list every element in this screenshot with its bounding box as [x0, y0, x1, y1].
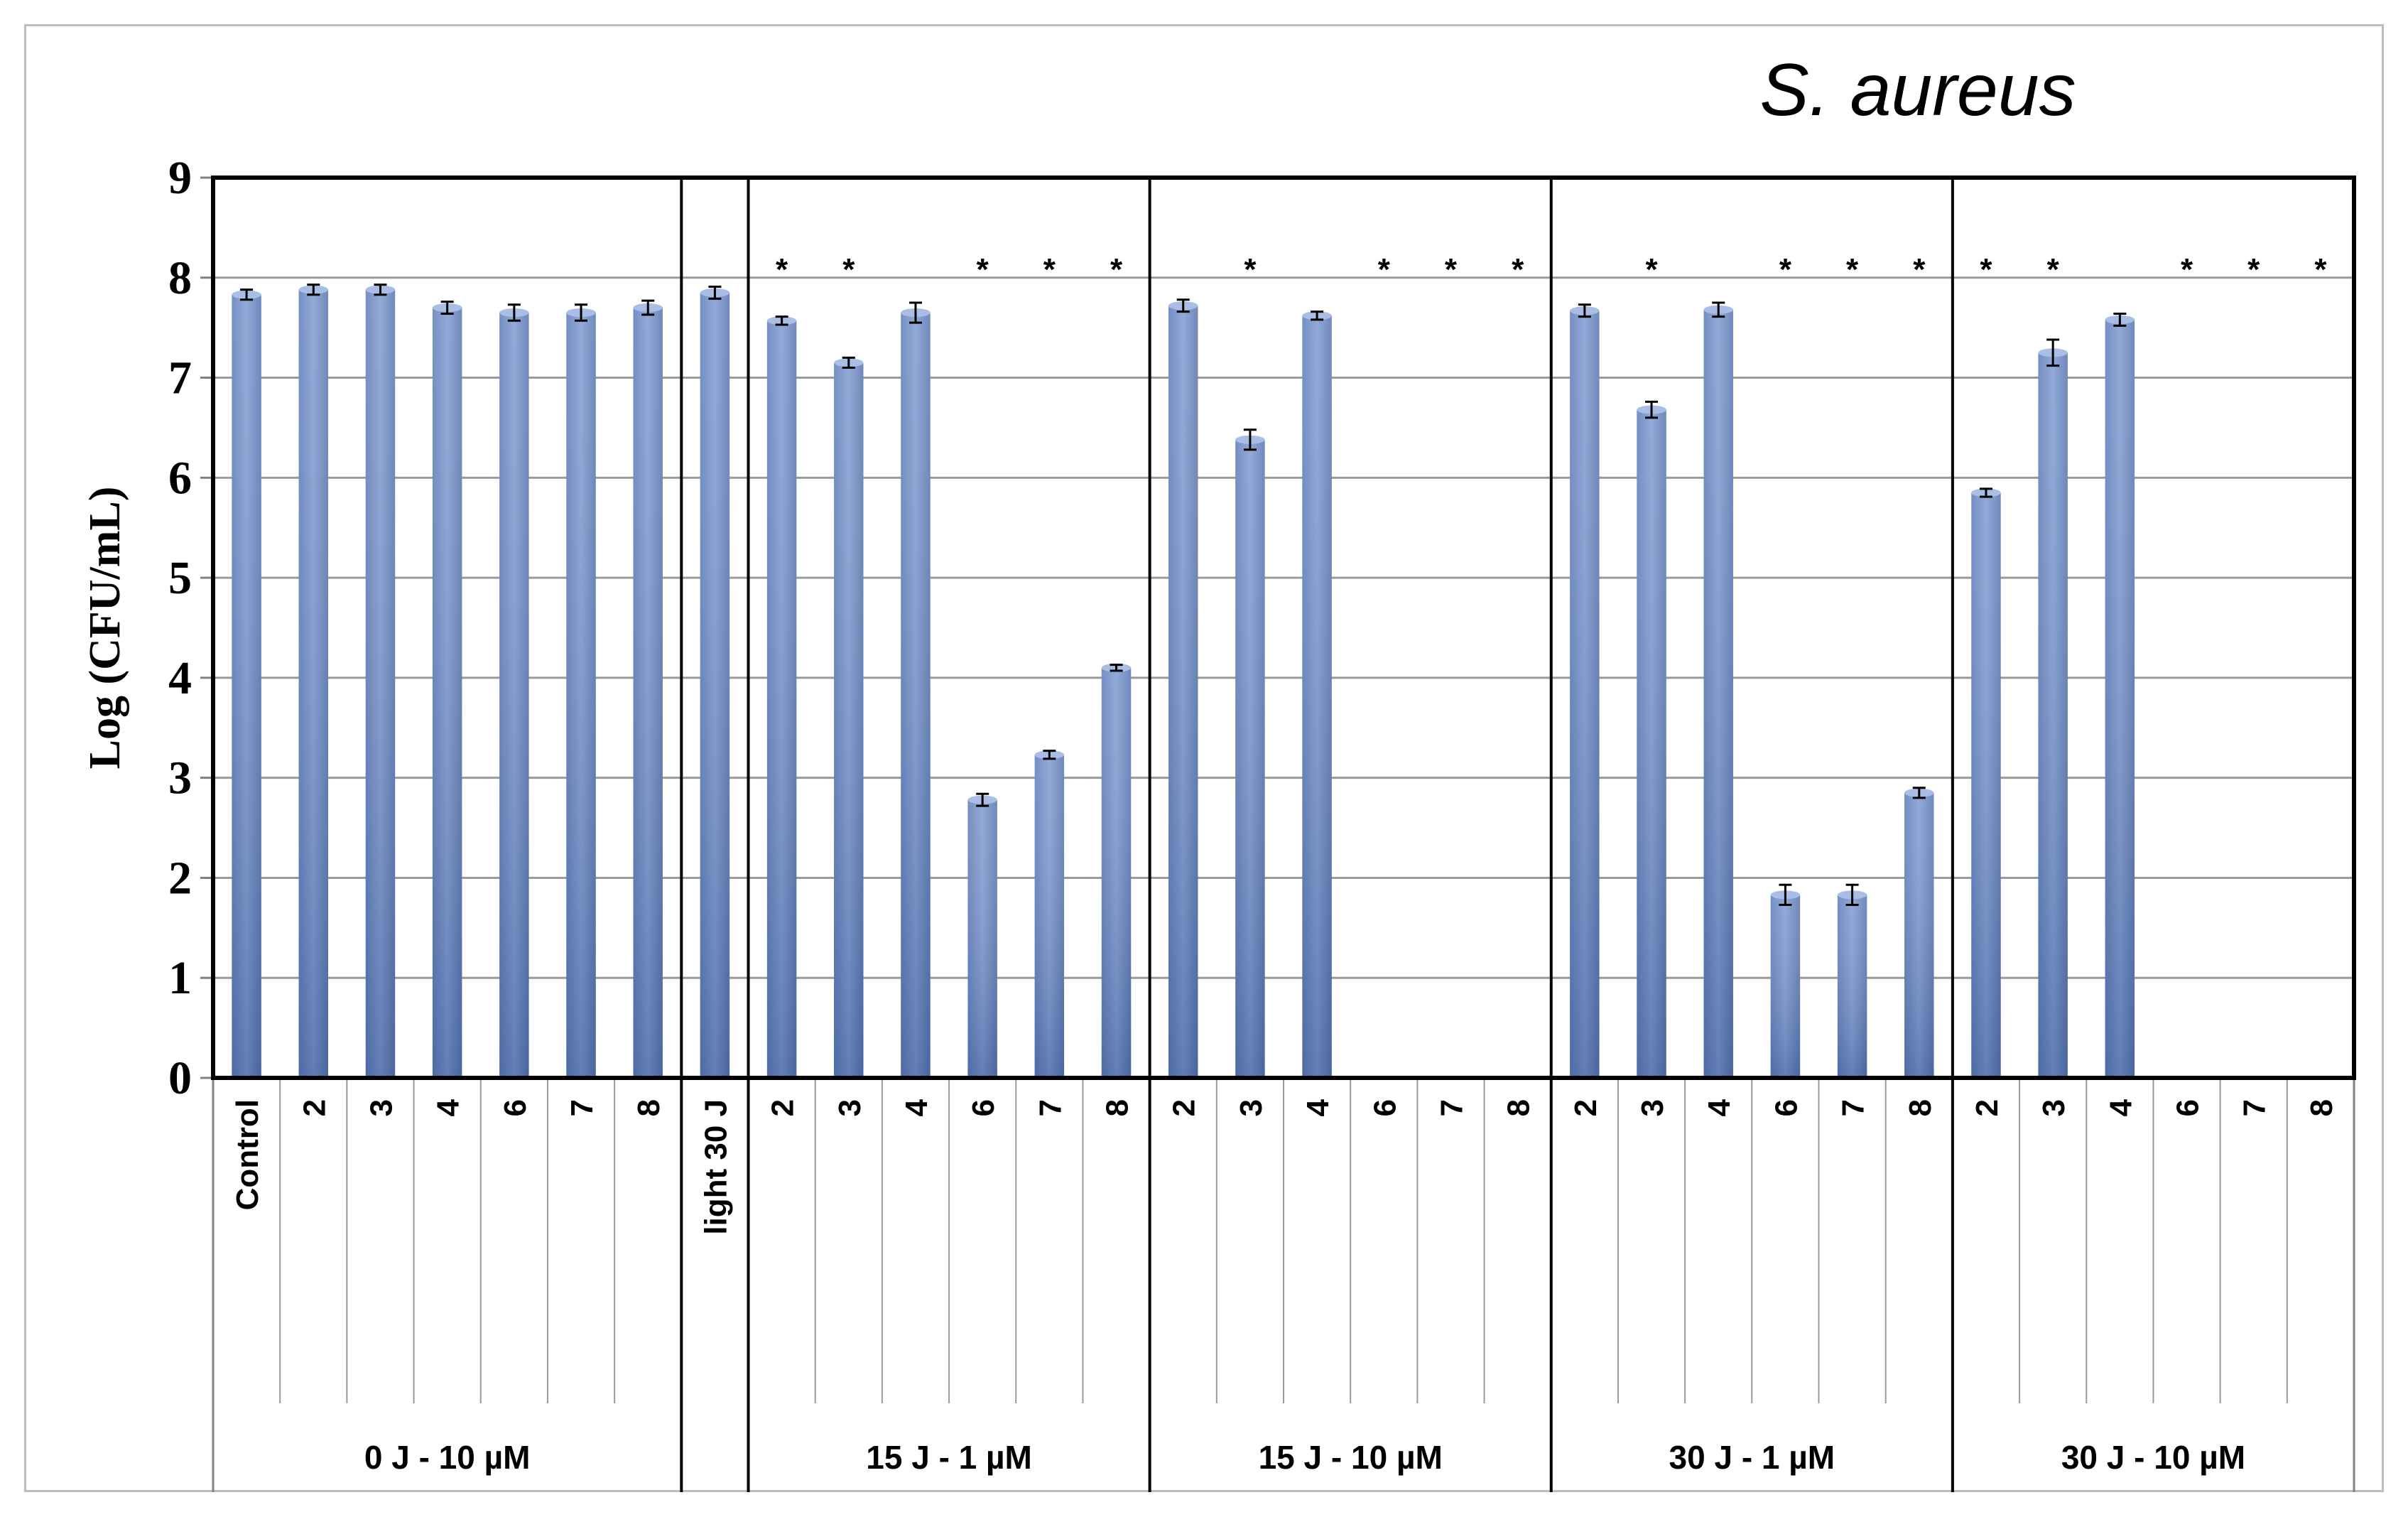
category-label: 3: [833, 1099, 867, 1116]
bar-shade: [1837, 895, 1867, 1078]
category-label: 6: [498, 1099, 533, 1116]
category-label: 7: [1033, 1099, 1068, 1116]
significance-star: *: [1445, 252, 1458, 287]
y-tick-label: 8: [168, 252, 192, 304]
bar-shade: [901, 313, 931, 1078]
bar-shade: [432, 308, 462, 1078]
bar-shade: [1168, 306, 1198, 1078]
group-label: 30 J - 1 µM: [1669, 1439, 1835, 1476]
category-label: 8: [631, 1099, 666, 1116]
significance-star: *: [1110, 252, 1123, 287]
y-tick-label: 2: [168, 852, 192, 904]
significance-star: *: [842, 252, 855, 287]
bar-shade: [365, 289, 396, 1078]
bar-shade: [2038, 352, 2068, 1079]
significance-star: *: [2314, 252, 2327, 287]
category-label: 4: [1702, 1098, 1737, 1116]
y-tick-label: 4: [168, 652, 192, 704]
category-label: 2: [766, 1099, 801, 1116]
y-tick-label: 6: [168, 452, 192, 504]
category-label: 2: [1167, 1099, 1202, 1116]
category-label: 4: [431, 1098, 466, 1116]
significance-star: *: [1043, 252, 1056, 287]
bar-shade: [1101, 667, 1132, 1078]
category-label: 3: [1635, 1099, 1670, 1116]
category-label: light 30 J: [698, 1099, 733, 1235]
bar-shade: [766, 320, 797, 1078]
bar-shade: [1637, 409, 1666, 1078]
category-label: 2: [1568, 1099, 1603, 1116]
bar-shade: [499, 313, 529, 1078]
category-label: 3: [2037, 1099, 2071, 1116]
y-tick-label: 5: [168, 552, 192, 604]
category-label: 7: [565, 1099, 600, 1116]
category-label: 4: [899, 1098, 934, 1116]
category-label: 2: [1970, 1099, 2005, 1116]
significance-star: *: [2047, 252, 2060, 287]
bar-shade: [700, 292, 730, 1079]
bar-shade: [298, 289, 329, 1078]
significance-star: *: [977, 252, 989, 287]
category-label: 3: [1234, 1099, 1269, 1116]
category-label: 6: [1769, 1099, 1804, 1116]
plot-border: [211, 176, 2356, 1080]
category-label: 4: [2103, 1098, 2138, 1116]
y-axis-label: Log (CFU/mL): [81, 487, 129, 770]
bar-shade: [633, 308, 663, 1078]
y-tick-label: 1: [168, 952, 192, 1004]
group-label: 0 J - 10 µM: [364, 1439, 531, 1476]
category-label: 3: [364, 1099, 398, 1116]
significance-star: *: [1645, 252, 1658, 287]
bar-shade: [834, 362, 864, 1078]
category-label: 7: [1434, 1099, 1469, 1116]
significance-star: *: [1378, 252, 1391, 287]
category-label: 6: [1367, 1099, 1402, 1116]
significance-star: *: [1244, 252, 1257, 287]
significance-star: *: [776, 252, 788, 287]
category-label: 8: [1903, 1099, 1938, 1116]
bar-shade: [1034, 755, 1065, 1078]
bar-shade: [1570, 311, 1600, 1079]
bar-shade: [232, 294, 261, 1079]
bar-shade: [1904, 792, 1934, 1078]
y-tick-label: 0: [168, 1052, 192, 1104]
significance-star: *: [1913, 252, 1926, 287]
bar-shade: [1235, 439, 1265, 1078]
category-label: 7: [1836, 1099, 1871, 1116]
category-label: 8: [1502, 1099, 1536, 1116]
significance-star: *: [1512, 252, 1524, 287]
group-label: 30 J - 10 µM: [2061, 1439, 2245, 1476]
significance-star: *: [2247, 252, 2260, 287]
category-label: 8: [1100, 1099, 1135, 1116]
category-label: 6: [966, 1099, 1001, 1116]
y-tick-label: 3: [168, 752, 192, 804]
category-label: 4: [1301, 1098, 1335, 1116]
category-label: 6: [2171, 1099, 2206, 1116]
category-label: 7: [2238, 1099, 2272, 1116]
bar-shade: [566, 313, 596, 1078]
chart-title: S. aureus: [1759, 49, 2076, 131]
bar-shade: [1971, 492, 2001, 1078]
bar-shade: [1770, 895, 1801, 1078]
category-label: 2: [297, 1099, 332, 1116]
y-tick-label: 9: [168, 152, 192, 204]
bar-shade: [1703, 309, 1733, 1078]
significance-star: *: [2181, 252, 2193, 287]
bar-shade: [967, 799, 997, 1078]
category-label: 8: [2304, 1099, 2339, 1116]
group-label: 15 J - 10 µM: [1259, 1439, 1443, 1476]
y-tick-label: 7: [168, 352, 192, 404]
significance-star: *: [1980, 252, 1992, 287]
significance-star: *: [1846, 252, 1859, 287]
chart-frame: [24, 24, 2384, 1492]
category-label: Control: [230, 1099, 265, 1210]
bar-shade: [1302, 315, 1332, 1079]
bar-shade: [2105, 319, 2135, 1079]
group-label: 15 J - 1 µM: [866, 1439, 1032, 1476]
significance-star: *: [1779, 252, 1792, 287]
